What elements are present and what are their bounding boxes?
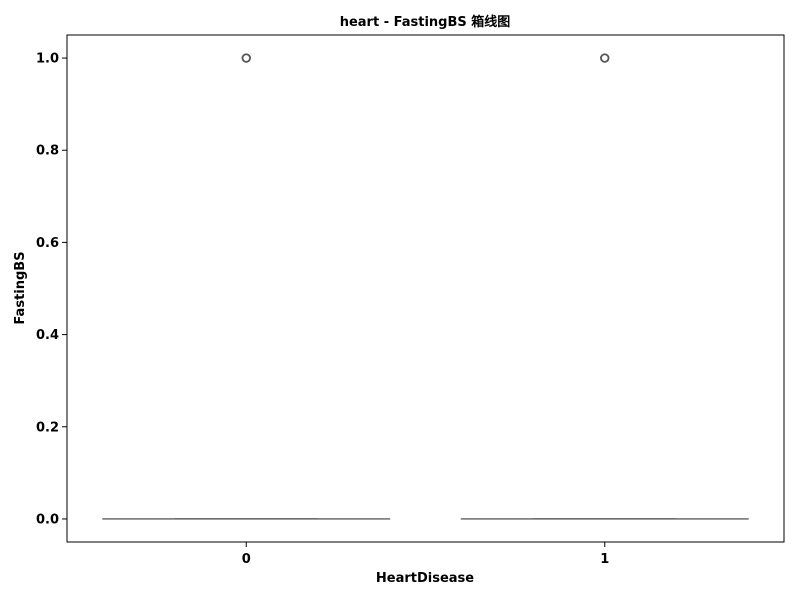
y-tick-label: 0.8 [36,144,59,159]
y-tick-label: 0.0 [36,512,59,527]
plot-frame [66,34,785,543]
box-series [102,53,749,520]
outlier-point [241,53,251,63]
y-axis-label: FastingBS [13,251,28,324]
outlier-point [600,53,610,63]
chart-title: heart - FastingBS 箱线图 [340,14,511,30]
x-axis-label: HeartDisease [376,571,474,586]
y-tick-label: 0.2 [36,420,59,435]
x-tick-label: 1 [600,552,609,567]
y-tick-label: 1.0 [36,52,59,67]
x-tick-label: 0 [242,552,251,567]
box-0 [102,53,391,520]
box-1 [460,53,749,520]
y-tick-label: 0.4 [36,328,59,343]
y-tick-label: 0.6 [36,236,59,251]
y-axis-ticks: 0.0 0.2 0.4 0.6 0.8 1.0 [36,52,67,527]
